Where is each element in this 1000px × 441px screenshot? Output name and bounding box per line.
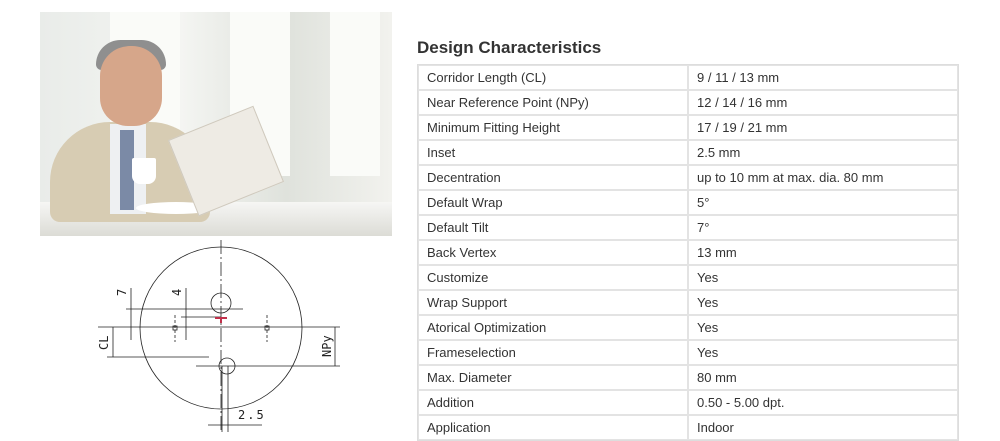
table-row: Corridor Length (CL) 9 / 11 / 13 mm	[418, 65, 958, 90]
row-value: Yes	[688, 315, 958, 340]
section-title: Design Characteristics	[417, 38, 602, 57]
row-value: 5°	[688, 190, 958, 215]
row-label: Frameselection	[418, 340, 688, 365]
table-row: Max. Diameter 80 mm	[418, 365, 958, 390]
row-value: Yes	[688, 340, 958, 365]
table-row: Back Vertex 13 mm	[418, 240, 958, 265]
man-reading-newspaper-photo	[40, 12, 392, 236]
row-label: Back Vertex	[418, 240, 688, 265]
design-characteristics-table: Corridor Length (CL) 9 / 11 / 13 mm Near R…	[417, 64, 959, 441]
table-row: Decentration up to 10 mm at max. dia. 80 …	[418, 165, 958, 190]
row-label: Corridor Length (CL)	[418, 65, 688, 90]
dimension-npy-label: NPy	[320, 335, 334, 357]
row-label: Near Reference Point (NPy)	[418, 90, 688, 115]
table-row: Frameselection Yes	[418, 340, 958, 365]
table-row: Near Reference Point (NPy) 12 / 14 / 16 m…	[418, 90, 958, 115]
row-value: up to 10 mm at max. dia. 80 mm	[688, 165, 958, 190]
row-label: Atorical Optimization	[418, 315, 688, 340]
row-value: 7°	[688, 215, 958, 240]
row-label: Wrap Support	[418, 290, 688, 315]
dimension-inset-label: 2.5	[238, 408, 266, 422]
dimension-4-label: 4	[170, 289, 184, 296]
row-label: Inset	[418, 140, 688, 165]
row-label: Default Wrap	[418, 190, 688, 215]
row-value: 12 / 14 / 16 mm	[688, 90, 958, 115]
far-reference-circle	[210, 292, 232, 314]
row-label: Decentration	[418, 165, 688, 190]
row-label: Addition	[418, 390, 688, 415]
dimension-7-label: 7	[115, 289, 129, 296]
row-value: Yes	[688, 290, 958, 315]
table-row: Default Tilt 7°	[418, 215, 958, 240]
row-value: 0.50 - 5.00 dpt.	[688, 390, 958, 415]
row-value: 80 mm	[688, 365, 958, 390]
row-value: 17 / 19 / 21 mm	[688, 115, 958, 140]
table-row: Inset 2.5 mm	[418, 140, 958, 165]
row-value: 13 mm	[688, 240, 958, 265]
dimension-cl-label: CL	[97, 336, 111, 350]
row-value: 9 / 11 / 13 mm	[688, 65, 958, 90]
row-value: Yes	[688, 265, 958, 290]
table-row: Application Indoor	[418, 415, 958, 440]
row-label: Application	[418, 415, 688, 440]
row-label: Max. Diameter	[418, 365, 688, 390]
table-row: Addition 0.50 - 5.00 dpt.	[418, 390, 958, 415]
table-row: Atorical Optimization Yes	[418, 315, 958, 340]
row-label: Minimum Fitting Height	[418, 115, 688, 140]
table-row: Minimum Fitting Height 17 / 19 / 21 mm	[418, 115, 958, 140]
table-row: Wrap Support Yes	[418, 290, 958, 315]
table-row: Customize Yes	[418, 265, 958, 290]
row-value: Indoor	[688, 415, 958, 440]
row-label: Customize	[418, 265, 688, 290]
row-value: 2.5 mm	[688, 140, 958, 165]
table-row: Default Wrap 5°	[418, 190, 958, 215]
row-label: Default Tilt	[418, 215, 688, 240]
